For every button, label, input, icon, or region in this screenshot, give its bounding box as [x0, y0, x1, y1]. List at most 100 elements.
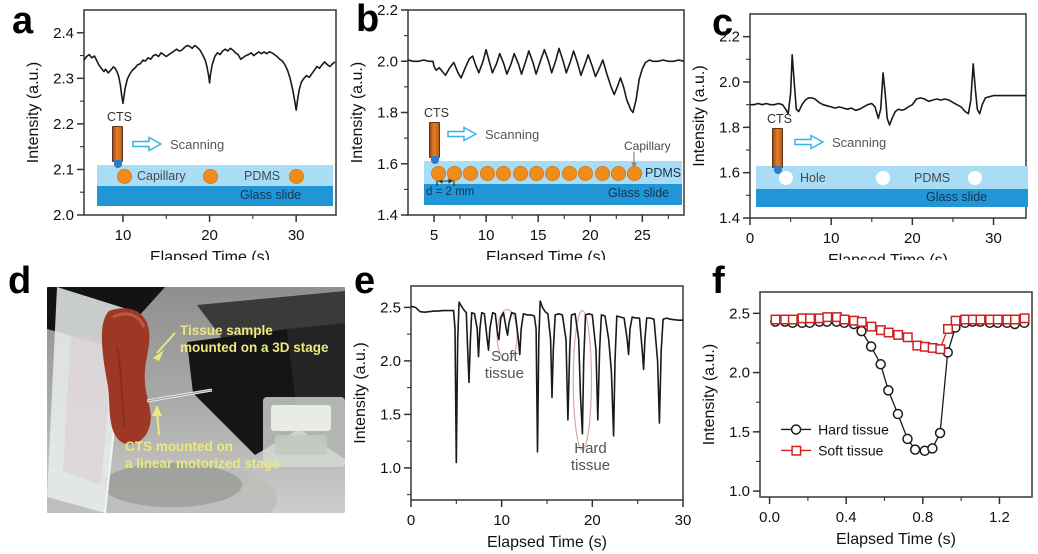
capillary-dot — [463, 166, 479, 181]
scanning-arrow-icon — [447, 126, 477, 142]
svg-text:30: 30 — [675, 512, 692, 529]
svg-text:15: 15 — [530, 227, 547, 244]
scanning-label: Scanning — [170, 137, 225, 152]
scanning-arrow-icon — [132, 136, 162, 152]
svg-text:Elapsed Time (s): Elapsed Time (s) — [828, 252, 948, 260]
pdms-label: PDMS — [914, 171, 951, 185]
svg-text:10: 10 — [823, 230, 840, 247]
capillary-dot — [528, 166, 544, 181]
capillary-label: Capillary — [137, 169, 186, 183]
svg-text:1.0: 1.0 — [380, 460, 401, 477]
svg-text:0.0: 0.0 — [759, 509, 780, 526]
svg-text:30: 30 — [985, 230, 1002, 247]
svg-text:25: 25 — [634, 227, 651, 244]
capillary-dot — [430, 166, 446, 181]
svg-text:2.4: 2.4 — [53, 25, 74, 42]
capillary-dot — [512, 166, 528, 181]
tissue-annotation-arrow-icon — [156, 332, 176, 354]
panel-b-letter: b — [356, 0, 380, 40]
svg-text:1.6: 1.6 — [719, 165, 740, 182]
glass-slide-layer — [97, 186, 333, 206]
cts-label: CTS — [107, 110, 132, 124]
svg-text:Intensity (a.u.): Intensity (a.u.) — [701, 344, 718, 445]
svg-text:2.0: 2.0 — [377, 53, 398, 70]
tissue-sample-annotation: Tissue sample mounted on a 3D stage — [180, 323, 329, 355]
cts-tip-icon — [773, 166, 782, 174]
capillary-dot — [446, 166, 462, 181]
svg-text:2.2: 2.2 — [53, 116, 74, 133]
chart-c: 0 10 20 30 1.4 1.6 1.8 2.0 2.2 Elapsed Time (s) In… — [691, 0, 1038, 269]
cts-label: CTS — [424, 106, 449, 120]
svg-text:1.8: 1.8 — [719, 119, 740, 136]
cts-rod-icon — [429, 122, 440, 164]
svg-text:0: 0 — [407, 512, 415, 529]
svg-text:10: 10 — [478, 227, 495, 244]
capillary-dot — [627, 166, 643, 181]
svg-text:20: 20 — [582, 227, 599, 244]
svg-text:Elapsed Time (s): Elapsed Time (s) — [836, 531, 956, 548]
panel-a-letter: a — [12, 0, 34, 42]
scanning-label: Scanning — [832, 135, 887, 150]
hole-dot — [876, 170, 890, 185]
hole-dot — [968, 170, 982, 185]
svg-text:Intensity (a.u.): Intensity (a.u.) — [25, 62, 42, 163]
capillary-dot — [202, 169, 218, 184]
glass-slide-layer — [424, 184, 682, 205]
svg-text:Elapsed Time (s): Elapsed Time (s) — [486, 249, 606, 260]
svg-text:Intensity (a.u.): Intensity (a.u.) — [352, 342, 369, 443]
capillary-label: Capillary — [624, 139, 671, 153]
svg-text:Elapsed Time (s): Elapsed Time (s) — [487, 534, 607, 551]
svg-text:20: 20 — [584, 512, 601, 529]
svg-text:1.5: 1.5 — [380, 406, 401, 423]
svg-text:Soft tissue: Soft tissue — [818, 442, 884, 458]
svg-text:1.5: 1.5 — [729, 424, 750, 441]
svg-text:1.4: 1.4 — [719, 210, 740, 227]
svg-text:2.5: 2.5 — [729, 305, 750, 322]
glass-slide-label: Glass slide — [926, 190, 988, 204]
svg-text:20: 20 — [201, 227, 218, 244]
svg-text:2.3: 2.3 — [53, 70, 74, 87]
capillary-dot — [561, 166, 577, 181]
capillary-dot — [594, 166, 610, 181]
svg-text:30: 30 — [288, 227, 305, 244]
panel-f: f 0.0 0.4 0.8 1.2 1.0 1.5 2.0 2.5 Elapsed Time (… — [692, 260, 1038, 554]
scanning-arrow-icon — [794, 134, 824, 150]
svg-text:10: 10 — [493, 512, 510, 529]
cts-rod-icon — [772, 128, 783, 174]
capillary-dot — [496, 166, 512, 181]
cts-label: CTS — [767, 112, 792, 126]
panel-a: a 10 20 30 2.0 2.1 2.2 2.3 2.4 Elapsed Time (s) I… — [0, 0, 346, 266]
svg-text:Intensity (a.u.): Intensity (a.u.) — [692, 65, 708, 166]
capillary-pointer-icon — [631, 152, 637, 168]
svg-text:Hard tissue: Hard tissue — [818, 421, 889, 437]
capillary-dot — [545, 166, 561, 181]
capillary-dot — [116, 169, 132, 184]
capillary-dot — [578, 166, 594, 181]
capillary-dot — [479, 166, 495, 181]
experiment-photo: Tissue sample mounted on a 3D stage CTS … — [47, 287, 345, 513]
panel-e: e 0 10 20 30 1.0 1.5 2.0 2.5 Elapsed Time (s) Int… — [346, 260, 692, 554]
glass-slide-label: Glass slide — [608, 186, 670, 200]
cts-tip-icon — [113, 160, 122, 168]
svg-text:2.0: 2.0 — [729, 365, 750, 382]
svg-text:1.4: 1.4 — [377, 207, 398, 224]
panel-d: d — [0, 260, 346, 554]
chart-a: 10 20 30 2.0 2.1 2.2 2.3 2.4 Elapsed Time (s) Int… — [0, 0, 346, 266]
panel-f-letter: f — [712, 260, 725, 302]
pdms-label: PDMS — [645, 166, 682, 180]
capillary-dot — [288, 169, 304, 184]
svg-text:0.8: 0.8 — [912, 509, 933, 526]
svg-text:2.0: 2.0 — [719, 74, 740, 91]
svg-text:0: 0 — [746, 230, 754, 247]
chart-f: 0.0 0.4 0.8 1.2 1.0 1.5 2.0 2.5 Elapsed Time (s)… — [692, 260, 1038, 554]
svg-text:Elapsed Time (s): Elapsed Time (s) — [150, 249, 270, 260]
svg-text:2.5: 2.5 — [380, 299, 401, 316]
svg-text:2.0: 2.0 — [53, 207, 74, 224]
glass-slide-layer — [756, 189, 1028, 207]
svg-text:5: 5 — [430, 227, 438, 244]
svg-text:1.0: 1.0 — [729, 483, 750, 500]
panel-b: b 5 10 15 20 25 1.4 1.6 1.8 2.0 2.2 Elapsed Time (… — [346, 0, 692, 266]
svg-text:2.1: 2.1 — [53, 161, 74, 178]
